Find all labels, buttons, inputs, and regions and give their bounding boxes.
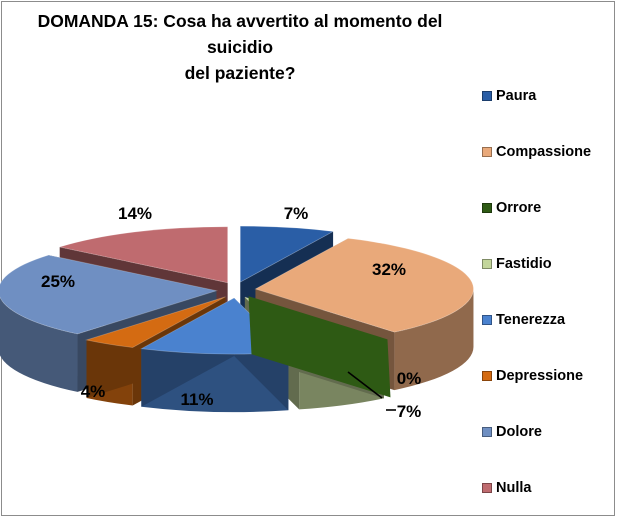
pie-top-depressione (84, 296, 226, 348)
legend-swatch-nulla (482, 483, 492, 493)
legend-label-dolore: Dolore (496, 424, 542, 440)
pie-side-dolore (0, 297, 78, 392)
data-label-orrore: 0% (397, 369, 422, 388)
data-label-paura: 7% (284, 204, 309, 223)
legend-item-compassione: Compassione (482, 142, 591, 162)
legend-label-orrore: Orrore (496, 200, 542, 216)
data-label-depressione: 4% (81, 382, 106, 401)
legend-item-fastidio: Fastidio (482, 254, 552, 274)
legend-swatch-fastidio (482, 259, 492, 269)
data-label-tenerezza: 11% (180, 390, 213, 409)
leader-lines (347, 371, 396, 411)
legend-label-compassione: Compassione (496, 144, 592, 160)
legend-label-fastidio: Fastidio (496, 256, 552, 272)
chart-title-line-2: del paziente? (184, 63, 296, 83)
pie-slices (0, 225, 474, 413)
pie-slice-tenerezza (140, 297, 290, 413)
data-labels: 7% 32% 0% 7% 11% 4% 25% 14% (41, 204, 421, 421)
pie-top-compassione (254, 237, 474, 333)
chart-title-line-1: DOMANDA 15: Cosa ha avvertito al momento… (37, 11, 443, 57)
pie-top-paura (239, 225, 335, 283)
legend-label-tenerezza: Tenerezza (496, 312, 566, 328)
legend-swatch-depressione (482, 371, 492, 381)
legend-item-nulla: Nulla (482, 478, 531, 498)
legend-item-paura: Paura (482, 86, 536, 106)
data-label-compassione: 32% (372, 260, 406, 279)
pie-slice-orrore (248, 296, 391, 398)
pie-side-compassione (394, 288, 474, 391)
legend-swatch-paura (482, 91, 492, 101)
legend-item-orrore: Orrore (482, 198, 541, 218)
data-label-dolore: 25% (41, 272, 75, 291)
legend-swatch-compassione (482, 147, 492, 157)
pie-top-nulla (58, 226, 229, 284)
legend-label-paura: Paura (496, 88, 537, 104)
legend-swatch-tenerezza (482, 315, 492, 325)
legend-item-tenerezza: Tenerezza (482, 310, 565, 330)
data-label-fastidio: 7% (397, 402, 422, 421)
legend-label-nulla: Nulla (496, 480, 532, 496)
legend-swatch-orrore (482, 203, 492, 213)
legend-item-depressione: Depressione (482, 366, 583, 386)
pie-top-dolore (0, 254, 219, 335)
leader-line-orrore (347, 371, 383, 399)
legend-swatch-dolore (482, 427, 492, 437)
legend-item-dolore: Dolore (482, 422, 542, 442)
legend-label-depressione: Depressione (496, 368, 584, 384)
chart-title: DOMANDA 15: Cosa ha avvertito al momento… (30, 8, 450, 86)
data-label-nulla: 14% (118, 204, 152, 223)
